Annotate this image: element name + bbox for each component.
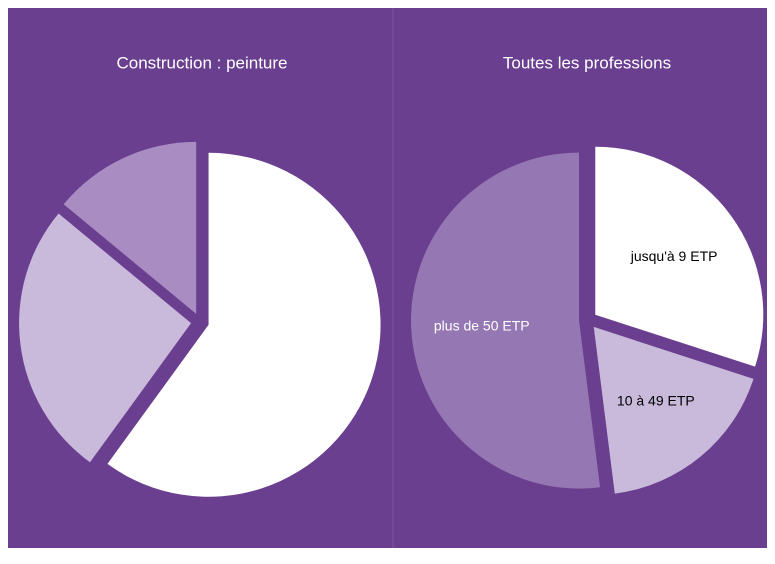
slice-label: 10 à 49 ETP <box>617 393 695 409</box>
pie-slice <box>63 141 197 314</box>
pie-slice <box>107 152 381 497</box>
chart-title: Toutes les professions <box>503 53 671 72</box>
pie-slice <box>595 146 764 367</box>
pie-slice <box>593 326 754 494</box>
pie-slice <box>19 213 192 463</box>
slice-label: jusqu'à 9 ETP <box>630 248 718 264</box>
chart-title: Construction : peinture <box>116 53 287 72</box>
pie-slice <box>411 152 601 489</box>
slice-label: plus de 50 ETP <box>434 317 530 333</box>
